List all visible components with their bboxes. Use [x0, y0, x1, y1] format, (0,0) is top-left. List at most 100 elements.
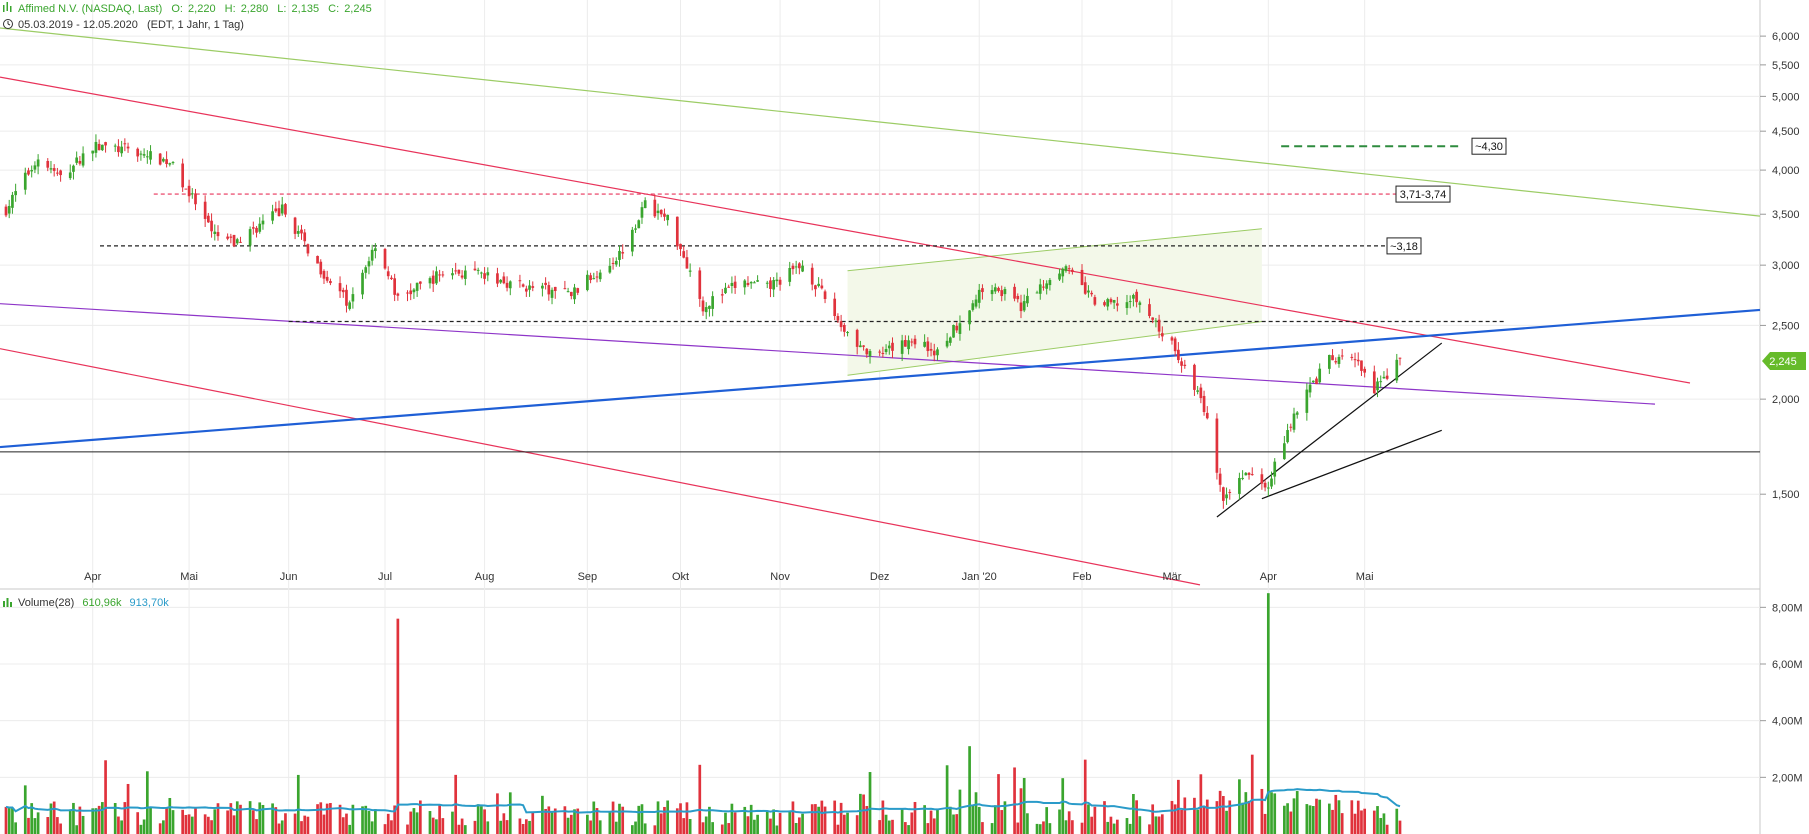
candle-body — [271, 211, 274, 221]
price-tick-label: 6,000 — [1772, 31, 1800, 43]
volume-bar — [801, 813, 804, 834]
candle-body — [640, 207, 644, 218]
volume-bar — [1218, 790, 1222, 834]
ohlc-close-label: C: — [328, 3, 339, 15]
volume-bar — [239, 804, 242, 834]
price-tick-label: 5,500 — [1772, 60, 1800, 72]
volume-bar — [544, 808, 547, 834]
level-annotations[interactable]: ~4,30 3,71-3,74 ~3,18 — [1386, 137, 1507, 255]
level-label: ~4,30 — [1475, 141, 1503, 153]
candle-body — [136, 148, 140, 157]
volume-bar — [688, 818, 692, 834]
candle-body — [415, 282, 419, 291]
volume-icon[interactable] — [3, 598, 12, 607]
volume-bar — [765, 811, 769, 834]
candle-body — [329, 281, 332, 284]
volume-bar — [1327, 803, 1331, 834]
volume-bar — [589, 820, 592, 834]
volume-bar — [476, 804, 480, 834]
volume-bar — [7, 808, 11, 834]
volume-bar — [553, 808, 557, 834]
candle-body — [438, 274, 441, 276]
trendlines[interactable] — [0, 27, 1761, 586]
volume-bar — [390, 820, 393, 834]
volume-bar — [862, 794, 865, 834]
volume-bar — [846, 812, 849, 834]
candle-body — [528, 285, 531, 290]
candle-body — [502, 276, 506, 284]
volume-bar — [101, 802, 104, 834]
volume-bar — [104, 760, 107, 834]
candle-body — [772, 280, 776, 290]
volume-bar — [1022, 777, 1026, 834]
price-tick-label: 3,500 — [1772, 209, 1800, 221]
volume-bar — [663, 806, 666, 834]
volume-bar — [1289, 811, 1293, 834]
volume-bar — [4, 806, 8, 834]
volume-bar — [1225, 810, 1228, 834]
month-tick-label: Jan '20 — [962, 571, 997, 583]
volume-bar — [724, 812, 727, 834]
candle-body — [1157, 319, 1161, 332]
level-label-box — [1471, 137, 1507, 155]
volume-bar — [550, 811, 554, 834]
level-label-box — [1395, 185, 1451, 203]
volume-bar — [457, 824, 461, 834]
volume-bar — [679, 803, 682, 834]
volume-bar — [1019, 788, 1023, 834]
volume-bar — [1154, 816, 1158, 834]
candle-body — [589, 275, 592, 281]
candle-body — [1109, 299, 1113, 303]
black-trendline-2 — [1261, 429, 1442, 500]
volume-bar — [528, 820, 531, 834]
candle-body — [361, 272, 364, 295]
volume-bar — [746, 816, 750, 834]
candle-body — [563, 288, 567, 290]
volume-bar — [1173, 804, 1177, 834]
volume-bar — [1238, 779, 1241, 834]
candle-body — [868, 351, 872, 357]
volume-bar — [733, 812, 737, 834]
volume-bar — [415, 812, 419, 834]
candle-body — [1356, 359, 1360, 362]
volume-bar — [756, 814, 759, 834]
candle-body — [1048, 279, 1052, 286]
volume-bar — [708, 806, 711, 834]
candle-body — [316, 255, 319, 264]
volume-bar — [91, 808, 95, 834]
volume-bar — [887, 820, 891, 834]
volume-bar — [49, 803, 53, 834]
volume-bar — [1372, 810, 1376, 834]
volume-bar — [576, 808, 580, 834]
volume-bar — [727, 823, 731, 834]
candle-body — [1311, 380, 1315, 383]
volume-bar — [948, 806, 952, 834]
candle-body — [1160, 333, 1164, 337]
volume-bar — [653, 825, 657, 834]
candle-body — [1132, 295, 1135, 299]
candle-body — [419, 281, 422, 284]
volume-bar — [113, 803, 117, 834]
volume-bar — [823, 806, 827, 834]
volume-bar — [1035, 823, 1039, 834]
candle-body — [59, 170, 62, 176]
volume-bar — [1360, 810, 1363, 834]
chart-type-icon[interactable] — [3, 2, 12, 12]
date-range-value: 05.03.2019 - 12.05.2020 — [18, 19, 138, 31]
volume-bar — [1058, 809, 1061, 834]
volume-bar — [187, 814, 191, 834]
candle-body — [101, 144, 104, 151]
volume-bar — [1205, 799, 1209, 834]
volume-bar — [1340, 813, 1344, 834]
candle-body — [1183, 364, 1187, 366]
candle-body — [171, 162, 175, 164]
candle-body — [1173, 338, 1177, 352]
candle-body — [1372, 371, 1376, 394]
volume-bar — [441, 818, 445, 834]
volume-bar — [1003, 801, 1007, 834]
candle-body — [1263, 482, 1267, 488]
volume-bar — [1221, 796, 1225, 834]
price-tick-label: 1,500 — [1772, 489, 1800, 501]
volume-bar — [348, 824, 352, 834]
